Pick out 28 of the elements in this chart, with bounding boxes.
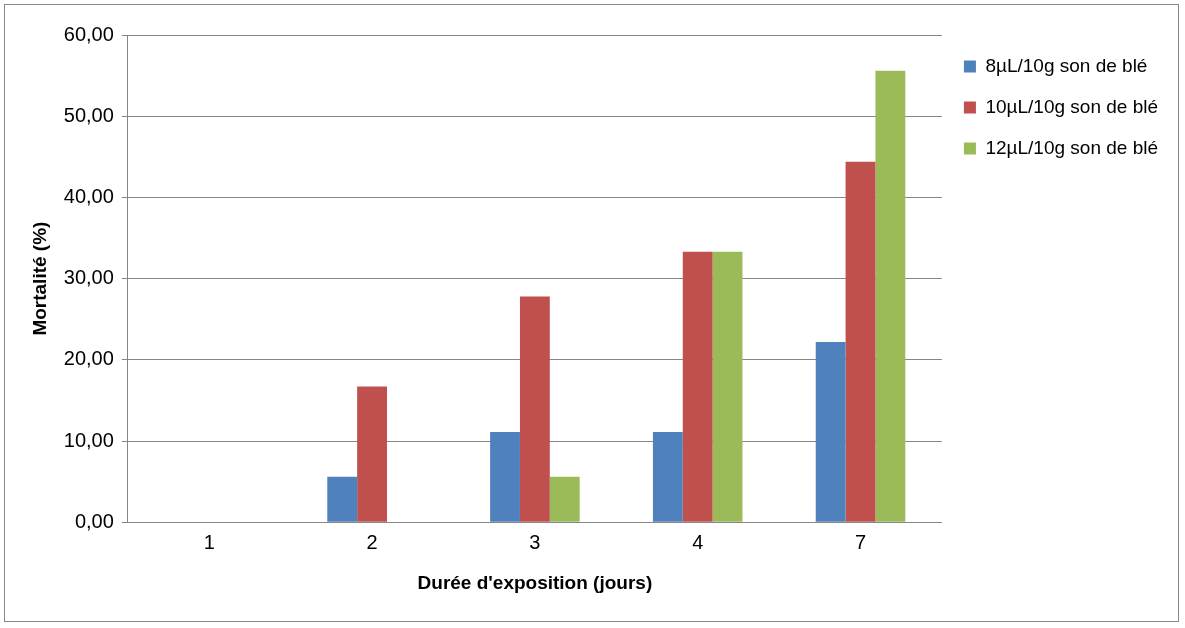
- x-tick-label: 4: [692, 530, 704, 553]
- y-tick-label: 0,00: [74, 509, 114, 532]
- y-tick-label: 40,00: [63, 184, 114, 207]
- bar: [519, 296, 550, 522]
- bar: [357, 386, 387, 522]
- bar: [875, 70, 906, 522]
- x-axis-title: Durée d'exposition (jours): [417, 571, 653, 593]
- x-tick-label: 3: [529, 530, 541, 553]
- bar: [845, 161, 876, 522]
- bar: [682, 251, 713, 522]
- bar: [549, 476, 580, 522]
- bar: [712, 251, 743, 522]
- bar: [652, 432, 683, 522]
- x-tick-label: 7: [854, 530, 867, 553]
- bar: [815, 341, 846, 522]
- legend-label: 10µL/10g son de blé: [985, 95, 1159, 117]
- x-tick-label: 2: [366, 530, 378, 553]
- legend-label: 8µL/10g son de blé: [985, 54, 1148, 76]
- bar: [490, 432, 520, 522]
- y-tick-label: 60,00: [63, 22, 114, 45]
- y-axis-title: Mortalité (%): [28, 221, 50, 336]
- legend-label: 12µL/10g son de blé: [985, 136, 1159, 158]
- y-tick-label: 20,00: [63, 347, 114, 370]
- y-tick-label: 10,00: [63, 428, 114, 451]
- y-tick-label: 30,00: [63, 266, 114, 289]
- x-tick-label: 1: [203, 530, 215, 553]
- bar: [327, 476, 358, 522]
- y-tick-label: 50,00: [63, 103, 114, 126]
